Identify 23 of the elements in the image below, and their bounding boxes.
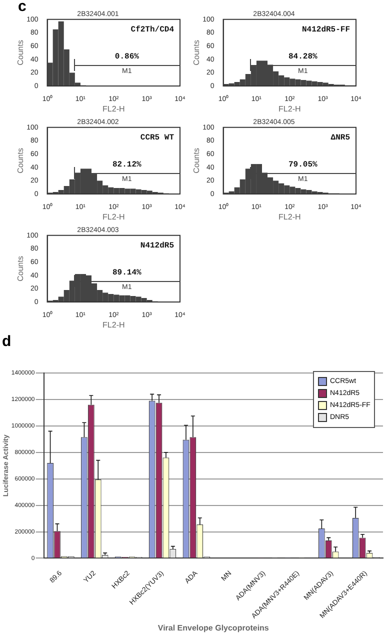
y-axis-title: Counts: [192, 148, 202, 174]
y-axis-title: Counts: [16, 40, 26, 66]
y-axis-title: Counts: [192, 40, 202, 66]
annotation: 0.86%: [114, 52, 140, 62]
text: CCR5 WT: [140, 133, 174, 142]
text: N412dR5: [140, 241, 174, 250]
annotation: 82.12%: [112, 160, 142, 170]
annotation: 84.28%: [288, 52, 318, 62]
text: Cf2Th/CD4: [130, 25, 174, 34]
x-axis-title: FL2-H: [102, 104, 125, 114]
text: N412dR5-FF: [302, 25, 350, 34]
x-axis-title: FL2-H: [102, 320, 125, 330]
annotation: 89.14%: [112, 268, 142, 278]
text: c: [18, 0, 26, 15]
text: d: [2, 333, 12, 350]
text: ΔNR5: [330, 133, 350, 142]
y-axis-title: Counts: [16, 148, 26, 174]
x-axis-title: FL2-H: [278, 212, 301, 222]
x-axis-title: FL2-H: [278, 104, 301, 114]
annotation: 79.05%: [288, 160, 318, 170]
x-axis-title: Viral Envelope Glycoproteins: [158, 623, 270, 632]
y-axis-title: Counts: [16, 256, 26, 282]
x-axis-title: FL2-H: [102, 212, 125, 222]
